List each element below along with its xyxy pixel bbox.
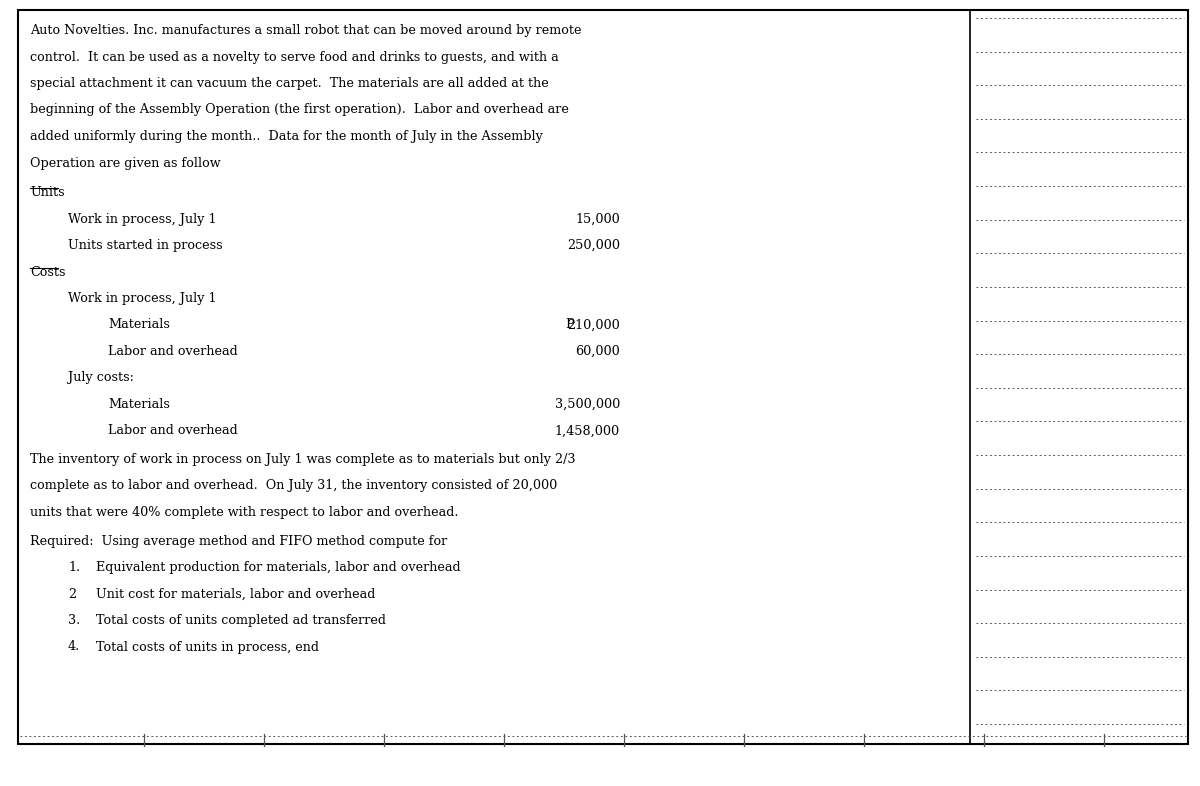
Text: 2: 2 (68, 587, 76, 601)
Text: P: P (565, 318, 574, 332)
Text: 3.: 3. (68, 614, 80, 627)
Text: 1,458,000: 1,458,000 (554, 424, 620, 438)
Text: Required:  Using average method and FIFO method compute for: Required: Using average method and FIFO … (30, 534, 448, 548)
Text: Labor and overhead: Labor and overhead (108, 345, 238, 358)
Text: 250,000: 250,000 (568, 239, 620, 252)
Text: added uniformly during the month..  Data for the month of July in the Assembly: added uniformly during the month.. Data … (30, 130, 542, 143)
Text: 15,000: 15,000 (575, 212, 620, 226)
Text: 3,500,000: 3,500,000 (554, 398, 620, 411)
Text: special attachment it can vacuum the carpet.  The materials are all added at the: special attachment it can vacuum the car… (30, 77, 548, 90)
Text: 4.: 4. (68, 641, 80, 653)
Text: Operation are given as follow: Operation are given as follow (30, 156, 221, 170)
Text: control.  It can be used as a novelty to serve food and drinks to guests, and wi: control. It can be used as a novelty to … (30, 50, 559, 64)
Text: Units: Units (30, 186, 65, 199)
Text: Unit cost for materials, labor and overhead: Unit cost for materials, labor and overh… (96, 587, 376, 601)
Text: Total costs of units in process, end: Total costs of units in process, end (96, 641, 319, 653)
Text: Equivalent production for materials, labor and overhead: Equivalent production for materials, lab… (96, 561, 461, 574)
Text: complete as to labor and overhead.  On July 31, the inventory consisted of 20,00: complete as to labor and overhead. On Ju… (30, 479, 557, 493)
Text: Total costs of units completed ad transferred: Total costs of units completed ad transf… (96, 614, 386, 627)
Text: 60,000: 60,000 (575, 345, 620, 358)
Text: Materials: Materials (108, 398, 170, 411)
Text: The inventory of work in process on July 1 was complete as to materials but only: The inventory of work in process on July… (30, 453, 576, 466)
Text: Work in process, July 1: Work in process, July 1 (68, 292, 216, 305)
Text: units that were 40% complete with respect to labor and overhead.: units that were 40% complete with respec… (30, 506, 458, 519)
Text: Labor and overhead: Labor and overhead (108, 424, 238, 438)
Text: beginning of the Assembly Operation (the first operation).  Labor and overhead a: beginning of the Assembly Operation (the… (30, 104, 569, 116)
Text: Materials: Materials (108, 318, 170, 332)
Text: Units started in process: Units started in process (68, 239, 223, 252)
Text: Costs: Costs (30, 266, 66, 278)
Text: 210,000: 210,000 (568, 318, 620, 332)
Text: Auto Novelties. Inc. manufactures a small robot that can be moved around by remo: Auto Novelties. Inc. manufactures a smal… (30, 24, 582, 37)
Text: 1.: 1. (68, 561, 80, 574)
Text: July costs:: July costs: (68, 372, 134, 384)
Text: Work in process, July 1: Work in process, July 1 (68, 212, 216, 226)
